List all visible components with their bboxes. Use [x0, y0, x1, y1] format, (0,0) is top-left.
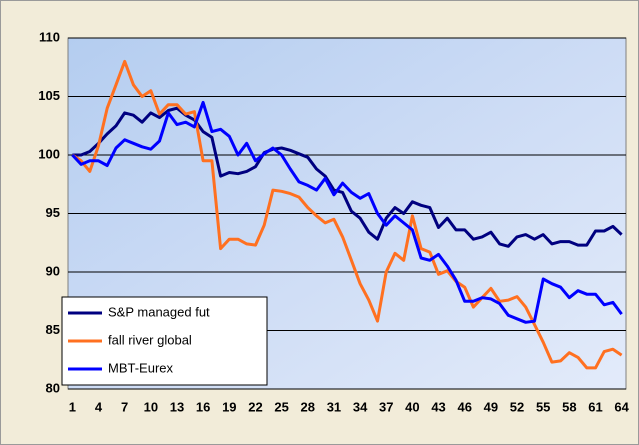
x-tick-label: 16 [196, 399, 210, 414]
legend-label: MBT-Eurex [108, 360, 174, 375]
legend-label: S&P managed fut [108, 304, 210, 319]
series-line [71, 59, 623, 370]
x-tick-label: 40 [405, 399, 419, 414]
x-tick-label: 1 [69, 399, 76, 414]
y-tick-label: 110 [39, 29, 60, 44]
x-tick-label: 37 [379, 399, 393, 414]
legend-label: fall river global [108, 332, 192, 347]
x-tick-label: 49 [484, 399, 498, 414]
x-tick-label: 58 [562, 399, 576, 414]
series-line [72, 106, 623, 248]
x-tick-label: 13 [170, 399, 184, 414]
y-tick-label: 95 [46, 205, 60, 220]
x-tick-label: 25 [274, 399, 288, 414]
series-line [71, 100, 623, 324]
x-tick-label: 28 [301, 399, 315, 414]
x-tick-label: 61 [588, 399, 602, 414]
x-tick-label: 10 [144, 399, 158, 414]
x-tick-label: 19 [222, 399, 236, 414]
x-tick-label: 34 [353, 399, 368, 414]
y-tick-label: 100 [38, 146, 60, 161]
x-tick-label: 7 [121, 399, 128, 414]
legend: S&P managed fut fall river global MBT-Eure… [61, 296, 268, 386]
y-tick-label: 90 [46, 263, 60, 278]
y-tick-label: 85 [46, 322, 60, 337]
x-tick-label: 64 [614, 399, 629, 414]
x-tick-label: 55 [536, 399, 550, 414]
x-tick-label: 4 [95, 399, 103, 414]
y-tick-label: 80 [46, 380, 60, 395]
x-tick-label: 46 [457, 399, 471, 414]
x-tick-label: 31 [327, 399, 341, 414]
y-tick-label: 105 [38, 88, 60, 103]
x-tick-label: 43 [431, 399, 445, 414]
x-tick-label: 22 [248, 399, 262, 414]
x-tick-label: 52 [510, 399, 524, 414]
